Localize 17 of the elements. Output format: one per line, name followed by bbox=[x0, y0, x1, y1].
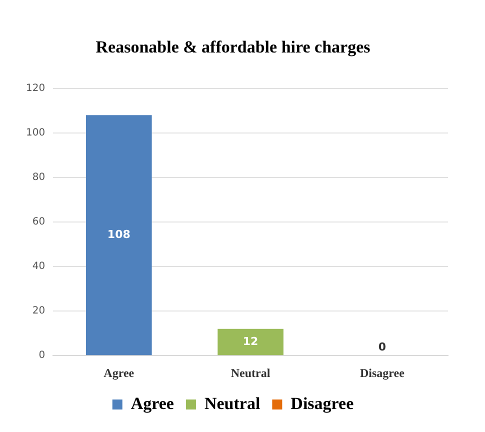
y-tick-label: 120 bbox=[26, 82, 46, 94]
legend-label: Disagree bbox=[290, 394, 354, 413]
y-tick-label: 80 bbox=[32, 172, 46, 184]
x-tick-label: Neutral bbox=[230, 366, 271, 380]
x-tick-label: Agree bbox=[104, 366, 135, 380]
y-tick-label: 100 bbox=[26, 128, 46, 139]
data-label: 108 bbox=[107, 228, 130, 241]
legend-label: Neutral bbox=[204, 394, 260, 413]
data-label: 0 bbox=[378, 340, 386, 354]
y-tick-label: 40 bbox=[32, 261, 46, 272]
y-tick-label: 20 bbox=[32, 306, 46, 317]
data-label: 12 bbox=[242, 334, 258, 348]
legend-label: Agree bbox=[130, 394, 174, 413]
y-tick-label: 0 bbox=[38, 350, 46, 362]
y-tick-label: 60 bbox=[32, 216, 46, 228]
x-tick-label: Disagree bbox=[360, 366, 406, 380]
chart-title: Reasonable & affordable hire charges bbox=[96, 38, 371, 57]
